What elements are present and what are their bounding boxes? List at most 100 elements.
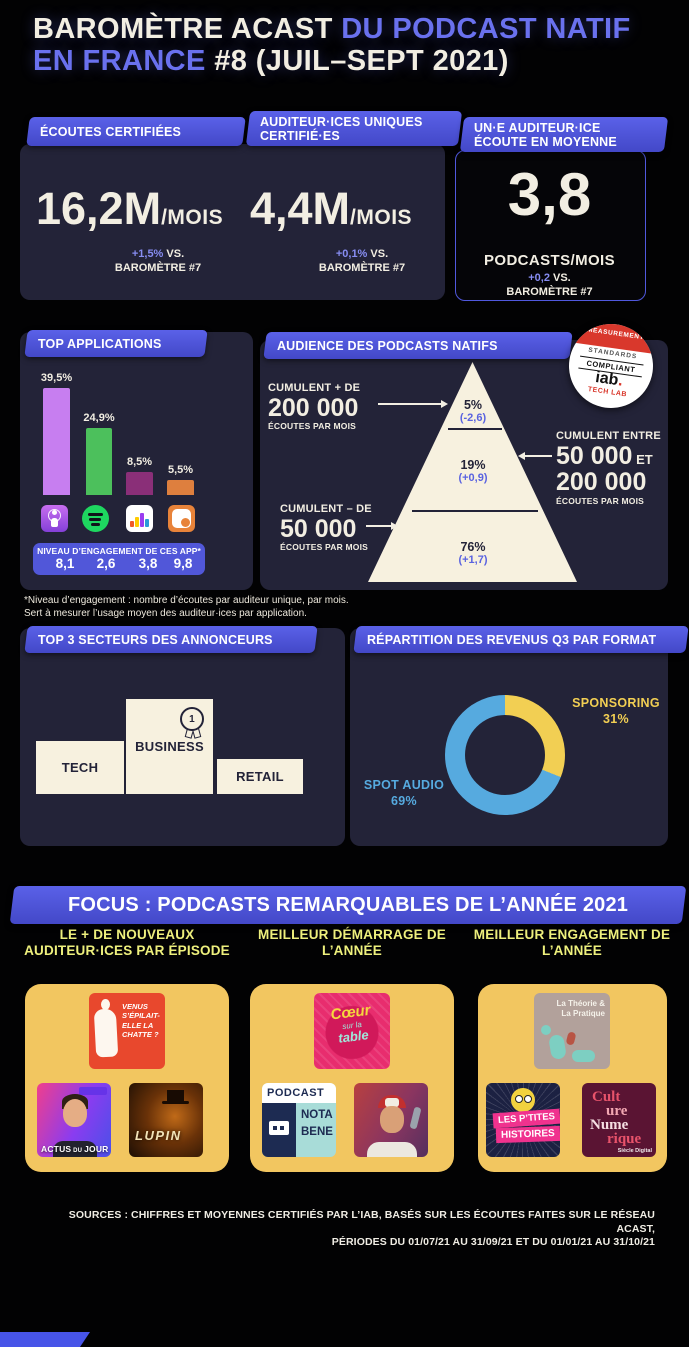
bar-podcast-addict: 5,5% [167, 464, 194, 495]
bar-apple-podcasts: 39,5% [40, 372, 73, 495]
banner-label: AUDIENCE DES PODCASTS NATIFS [277, 338, 498, 353]
engagement-value: 2,6 [96, 556, 116, 571]
stat-number: 4,4M [250, 183, 351, 234]
cutoff-banner-fragment [0, 1332, 90, 1347]
equalizer-bar [145, 519, 149, 527]
apple-podcasts-icon [41, 505, 68, 532]
publisher-credit: Siècle Digital [617, 1148, 652, 1154]
podcast-addict-icon [168, 505, 195, 532]
annotation-line: ÉCOUTES PAR MOIS [280, 542, 369, 553]
banner-label: UN·E AUDITEUR·ICE ÉCOUTE EN MOYENNE [474, 120, 617, 149]
engagement-value: 3,8 [138, 556, 158, 571]
legend-value: 69% [391, 793, 417, 808]
bar [86, 427, 112, 495]
podcast-cover-ptites-histoires: LES P’TITES HISTOIRES [486, 1083, 560, 1157]
annotation-line: ÉCOUTES PAR MOIS [556, 495, 645, 506]
banner-ecoutes-certifiees: ÉCOUTES CERTIFIÉES [26, 117, 246, 146]
cover-title-part: HISTOIRES [495, 1125, 560, 1144]
statue-illustration [93, 1008, 119, 1058]
cover-title-part: rique [607, 1131, 642, 1147]
banner-focus: FOCUS : PODCASTS REMARQUABLES DE L’ANNÉE… [9, 886, 687, 924]
engagement-title: NIVEAU D’ENGAGEMENT DE CES APP* [37, 546, 201, 556]
stat-auditeurs-value: 4,4M/MOIS [250, 183, 412, 235]
pyramid-segment-bottom: 76% (+1,7) [423, 540, 523, 567]
addict-circle [181, 518, 190, 527]
arrow-right-icon [378, 400, 448, 408]
banner-moyenne: UN·E AUDITEUR·ICE ÉCOUTE EN MOYENNE [459, 117, 669, 152]
arrow-left-icon [518, 452, 552, 460]
sources-note: SOURCES : CHIFFRES ET MOYENNES CERTIFIÉS… [30, 1209, 655, 1250]
microphone [409, 1106, 422, 1130]
legend-label: SPONSORING [572, 696, 660, 710]
banner-label: FOCUS : PODCASTS REMARQUABLES DE L’ANNÉE… [67, 893, 629, 916]
podium-label: TECH [61, 760, 99, 775]
pyramid-divider [448, 428, 502, 430]
stat-unit: /MOIS [350, 206, 413, 229]
cover-title: ACTUS DU JOUR [41, 1144, 109, 1154]
segment-delta: (-2,6) [459, 412, 487, 425]
abstract-shape [572, 1050, 595, 1062]
publisher-badge [79, 1087, 107, 1095]
spotify-wave [89, 518, 101, 521]
cover-title: Cœur sur la table [314, 1001, 390, 1050]
cover-title-part: ACTUS [41, 1144, 72, 1154]
podcast-cover-lupin: LUPIN [129, 1083, 203, 1157]
stat-auditeurs-delta: +0,1% VS. BAROMÈTRE #7 [292, 247, 432, 276]
engagement-value: 9,8 [173, 556, 193, 571]
podcast-cover-theorie-pratique: La Théorie & La Pratique [534, 993, 610, 1069]
pyramid-segment-top: 5% (-2,6) [423, 398, 523, 425]
reference-label: BAROMÈTRE #7 [114, 262, 202, 275]
cover-title-part: La Théorie & [556, 999, 605, 1008]
vs-label: VS. [367, 248, 389, 260]
podcast-cover-culture-numerique: Cult ure Nume rique Siècle Digital [582, 1083, 656, 1157]
bar [167, 480, 194, 495]
annotation-200k-plus: CUMULENT + DE 200 000 ÉCOUTES PAR MOIS [268, 382, 376, 432]
cap-panel [385, 1098, 399, 1107]
bar-spotify: 24,9% [83, 412, 115, 495]
podcast-base [51, 518, 58, 527]
footnote-line: *Niveau d’engagement : nombre d’écoutes … [24, 595, 349, 606]
cover-title: VENUS S’ÉPILAIT-ELLE LA CHATTE ? [122, 1002, 160, 1040]
abstract-shape [541, 1025, 551, 1035]
focus-card-1: VENUS S’ÉPILAIT-ELLE LA CHATTE ? ACTUS D… [25, 984, 229, 1172]
spot-audio-label: SPOT AUDIO 69% [356, 778, 452, 809]
bar-value-label: 5,5% [167, 464, 194, 477]
hat-brim [162, 1101, 189, 1104]
podcast-cover-host-photo [354, 1083, 428, 1157]
cover-title-part: La Pratique [561, 1009, 605, 1018]
spotify-icon [82, 505, 109, 532]
podium-block-retail: RETAIL [217, 759, 303, 794]
podcast-dot [52, 510, 57, 515]
revenue-donut [445, 695, 565, 815]
annotation-line: ÉCOUTES PAR MOIS [268, 421, 357, 432]
bar-value-label: 39,5% [40, 372, 73, 385]
annotation-number-part: 50 000 [556, 442, 633, 471]
addict-inner [172, 509, 191, 528]
cover-title-part: PODCAST [267, 1087, 325, 1099]
annotation-between-50k-200k: CUMULENT ENTRE 50 000 ET 200 000 ÉCOUTES… [556, 430, 666, 506]
equalizer-bar [130, 521, 134, 527]
bubble-dot [273, 1126, 277, 1130]
host-hoodie [367, 1142, 417, 1157]
banner-label: TOP APPLICATIONS [38, 336, 162, 351]
legend-label: SPOT AUDIO [363, 778, 445, 792]
banner-audience: AUDIENCE DES PODCASTS NATIFS [263, 332, 573, 359]
segment-delta: (+1,7) [458, 554, 488, 567]
equalizer-bar [135, 517, 139, 527]
delta-value: +1,5% [131, 248, 164, 260]
annotation-line: CUMULENT + DE [268, 382, 361, 394]
host-face [63, 1099, 87, 1127]
segment-share: 5% [463, 398, 483, 412]
podium-label: RETAIL [236, 769, 284, 784]
sources-line: SOURCES : CHIFFRES ET MOYENNES CERTIFIÉS… [68, 1209, 655, 1235]
banner-label: ÉCOUTES CERTIFIÉES [40, 124, 182, 139]
podcast-cover-actus-du-jour: ACTUS DU JOUR [37, 1083, 111, 1157]
pyramid-segment-middle: 19% (+0,9) [423, 458, 523, 485]
banner-repartition-revenus: RÉPARTITION DES REVENUS Q3 PAR FORMAT [353, 626, 689, 653]
banner-label: AUDITEUR·ICES UNIQUES CERTIFIÉ·ES [260, 114, 423, 143]
arrow-right-icon [366, 522, 398, 530]
legend-value: 31% [603, 711, 629, 726]
stat-ecoutes-delta: +1,5% VS. BAROMÈTRE #7 [88, 247, 228, 276]
title-part-1: BAROMÈTRE ACAST [33, 13, 342, 45]
